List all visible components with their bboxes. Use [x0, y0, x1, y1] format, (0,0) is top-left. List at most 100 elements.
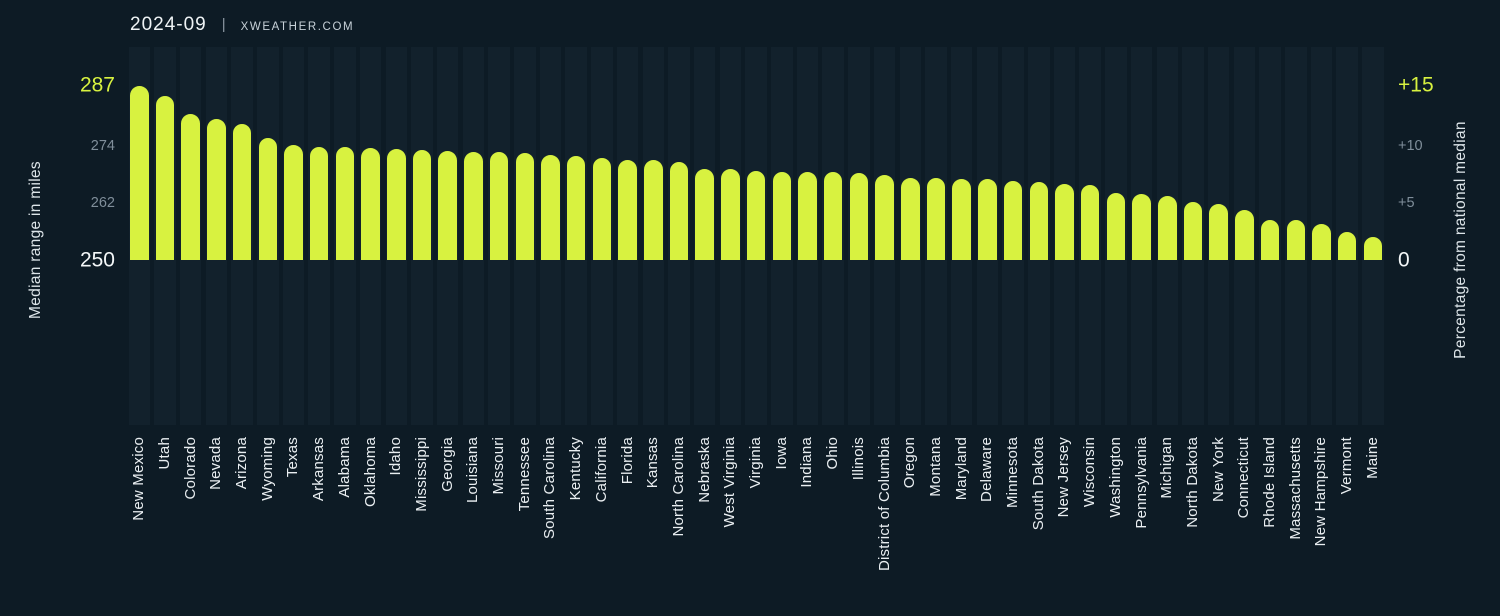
bar-new-york — [1209, 203, 1228, 260]
x-label-massachusetts: Massachusetts — [1286, 437, 1304, 540]
x-label-new-hampshire: New Hampshire — [1312, 437, 1330, 547]
x-label-new-york: New York — [1209, 437, 1227, 502]
x-label-utah: Utah — [155, 437, 173, 470]
report-month: 2024-09 — [130, 14, 207, 35]
bar-massachusetts — [1286, 220, 1305, 260]
x-label-wyoming: Wyoming — [258, 437, 276, 501]
bar-connecticut — [1235, 210, 1254, 260]
bar-washington — [1106, 193, 1126, 260]
x-label-nevada: Nevada — [207, 437, 225, 490]
bar-montana — [926, 178, 946, 260]
bar-illinois — [849, 172, 869, 260]
bar-colorado — [181, 114, 200, 260]
x-label-south-carolina: South Carolina — [541, 437, 559, 540]
bar-mississippi — [412, 150, 432, 260]
bar-virginia — [746, 170, 766, 260]
x-label-alabama: Alabama — [335, 437, 353, 498]
x-label-wisconsin: Wisconsin — [1081, 437, 1099, 508]
x-label-indiana: Indiana — [798, 437, 816, 488]
x-label-maryland: Maryland — [952, 437, 970, 501]
bar-wisconsin — [1080, 184, 1100, 260]
bar-idaho — [387, 149, 406, 260]
x-label-california: California — [592, 437, 610, 503]
bar-iowa — [772, 171, 791, 260]
bar-ohio — [823, 172, 843, 260]
bar-wyoming — [258, 137, 277, 260]
left-tick-max: 287 — [79, 73, 115, 97]
x-label-idaho: Idaho — [387, 437, 405, 476]
bar-alabama — [335, 147, 355, 260]
bar-west-virginia — [721, 168, 740, 260]
x-label-kentucky: Kentucky — [567, 437, 585, 501]
x-label-oregon: Oregon — [901, 437, 919, 489]
bar-new-hampshire — [1312, 224, 1331, 260]
bar-california — [592, 157, 612, 260]
x-label-arizona: Arizona — [233, 437, 251, 490]
left-tick-baseline: 250 — [79, 248, 115, 272]
bar-kansas — [644, 160, 663, 260]
bar-delaware — [978, 179, 997, 260]
right-tick-5: +5 — [1398, 194, 1415, 211]
x-label-montana: Montana — [926, 437, 944, 497]
bar-nebraska — [695, 168, 714, 260]
bar-oregon — [901, 177, 920, 260]
bar-south-dakota — [1029, 181, 1048, 260]
x-label-new-mexico: New Mexico — [130, 437, 148, 521]
bar-louisiana — [464, 151, 483, 260]
x-label-illinois: Illinois — [849, 437, 867, 481]
x-label-district-of-columbia: District of Columbia — [875, 437, 893, 572]
bar-maryland — [952, 178, 971, 260]
bar-north-dakota — [1183, 202, 1203, 260]
bar-maine — [1363, 236, 1383, 260]
bar-district-of-columbia — [875, 175, 894, 260]
x-label-north-carolina: North Carolina — [669, 437, 687, 537]
x-label-vermont: Vermont — [1338, 437, 1356, 495]
bar-vermont — [1337, 231, 1357, 260]
x-label-connecticut: Connecticut — [1235, 437, 1253, 519]
x-label-texas: Texas — [284, 437, 302, 478]
x-label-maine: Maine — [1363, 437, 1381, 479]
x-label-nebraska: Nebraska — [695, 437, 713, 503]
x-label-colorado: Colorado — [181, 437, 199, 500]
x-label-rhode-island: Rhode Island — [1261, 437, 1279, 528]
bar-oklahoma — [361, 148, 380, 260]
bar-missouri — [489, 151, 509, 260]
x-label-ohio: Ohio — [824, 437, 842, 470]
bar-rhode-island — [1260, 219, 1280, 260]
x-label-tennessee: Tennessee — [515, 437, 533, 512]
right-tick-10: +10 — [1398, 137, 1423, 154]
bar-tennessee — [515, 153, 534, 260]
x-label-iowa: Iowa — [772, 437, 790, 470]
left-axis-title: Median range in miles — [27, 161, 44, 319]
x-label-michigan: Michigan — [1158, 437, 1176, 499]
bar-kentucky — [566, 155, 586, 260]
x-label-kansas: Kansas — [644, 437, 662, 489]
bar-michigan — [1158, 195, 1177, 260]
bar-south-carolina — [541, 154, 560, 260]
x-label-new-jersey: New Jersey — [1055, 437, 1073, 518]
bar-north-carolina — [669, 161, 689, 260]
bar-florida — [618, 159, 637, 260]
x-label-oklahoma: Oklahoma — [361, 437, 379, 507]
x-label-georgia: Georgia — [438, 437, 456, 492]
right-tick-max: +15 — [1398, 73, 1434, 97]
chart-header: 2024-09 | XWEATHER.COM — [130, 14, 354, 36]
source-label: XWEATHER.COM — [240, 21, 355, 33]
x-label-south-dakota: South Dakota — [1029, 437, 1047, 531]
x-label-virginia: Virginia — [747, 437, 765, 489]
left-tick-274: 274 — [90, 137, 115, 154]
x-label-mississippi: Mississippi — [412, 437, 430, 512]
right-tick-zero: 0 — [1398, 248, 1410, 272]
bar-texas — [284, 144, 303, 260]
bar-minnesota — [1003, 181, 1023, 260]
bar-nevada — [207, 119, 226, 260]
x-label-missouri: Missouri — [490, 437, 508, 495]
bar-new-mexico — [130, 86, 149, 260]
header-divider: | — [221, 16, 226, 33]
x-label-west-virginia: West Virginia — [721, 437, 739, 528]
x-label-north-dakota: North Dakota — [1183, 437, 1201, 528]
bar-new-jersey — [1055, 184, 1074, 260]
x-label-pennsylvania: Pennsylvania — [1132, 437, 1150, 529]
bar-utah — [155, 95, 175, 260]
